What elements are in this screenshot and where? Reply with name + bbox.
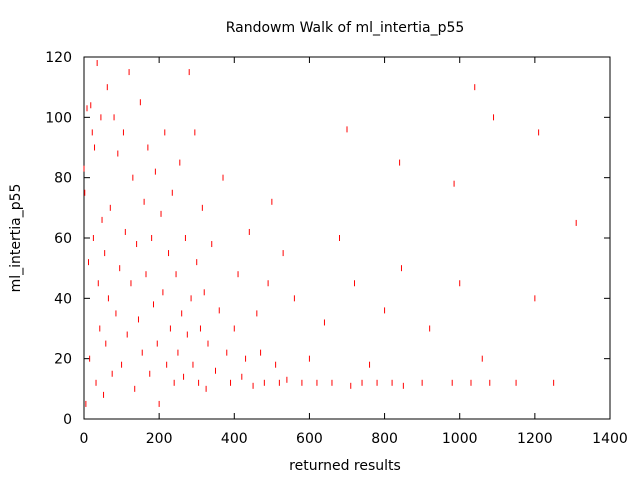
x-tick-label: 0: [80, 431, 89, 447]
y-tick-label: 20: [54, 352, 72, 368]
x-tick-label: 1400: [592, 431, 628, 447]
y-tick-label: 0: [63, 412, 72, 428]
chart-title: Randowm Walk of ml_intertia_p55: [226, 20, 465, 36]
y-tick-label: 60: [54, 231, 72, 247]
x-tick-label: 1200: [517, 431, 553, 447]
x-axis-label: returned results: [289, 458, 401, 474]
plot-area: [83, 56, 611, 420]
y-tick-label: 80: [54, 171, 72, 187]
axis-ticks: [83, 56, 611, 420]
y-tick-label: 120: [45, 50, 72, 66]
x-tick-label: 1000: [442, 431, 478, 447]
y-axis-label: ml_intertia_p55: [8, 184, 24, 293]
y-tick-labels: 0 20 40 60 80 100 120: [45, 50, 72, 428]
y-tick-label: 40: [54, 291, 72, 307]
x-tick-labels: 0 200 400 600 800 1000 1200 1400: [80, 431, 628, 447]
y-tick-label: 100: [45, 110, 72, 126]
x-tick-label: 800: [371, 431, 398, 447]
data-points: [83, 60, 577, 407]
x-tick-label: 200: [146, 431, 173, 447]
x-tick-label: 600: [296, 431, 323, 447]
x-tick-label: 400: [221, 431, 248, 447]
